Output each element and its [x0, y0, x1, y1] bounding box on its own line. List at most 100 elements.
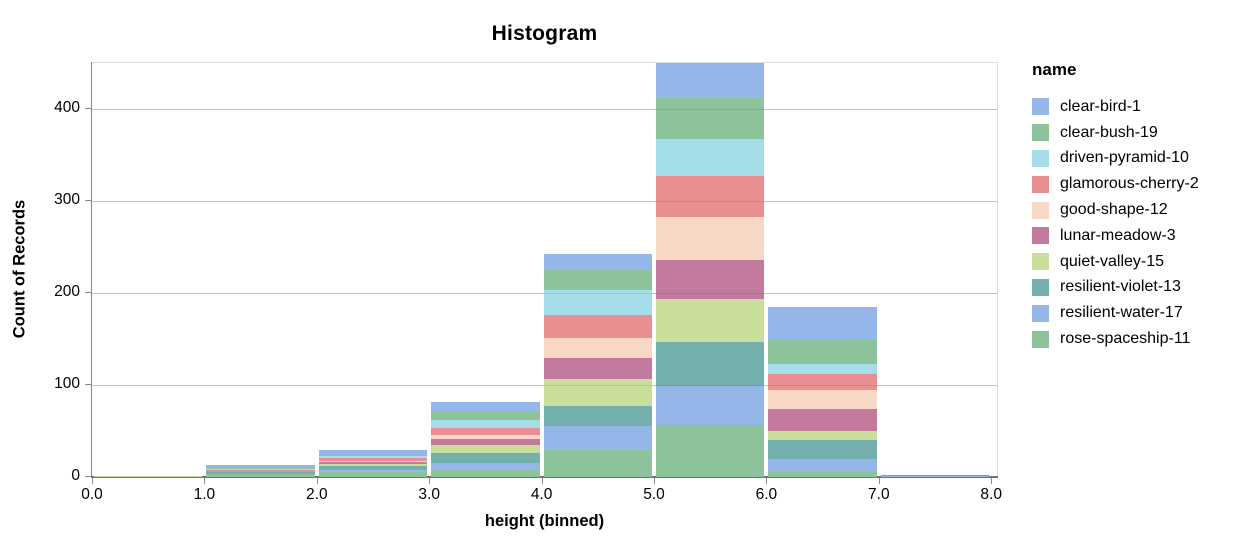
x-tick: [92, 478, 93, 484]
bar-segment-driven-pyramid-10: [318, 455, 428, 458]
bar-segment-resilient-water-17: [768, 458, 877, 473]
legend-swatch-icon: [1032, 227, 1049, 245]
bar-segment-resilient-water-17: [656, 385, 765, 425]
y-tick-label: 0: [71, 467, 80, 484]
bar-segment-glamorous-cherry-2: [431, 428, 540, 435]
legend-items: clear-bird-1 clear-bush-19 driven-pyramid-…: [1032, 94, 1199, 352]
bar-bin-3-4: [431, 401, 540, 477]
x-tick: [654, 478, 655, 484]
x-tick-label: 3.0: [418, 486, 440, 503]
x-tick: [316, 478, 318, 484]
gridline-overlay: [92, 385, 997, 386]
legend-swatch-icon: [1032, 175, 1049, 193]
legend-item-quiet-valley-15: quiet-valley-15: [1032, 249, 1199, 275]
y-tick: [85, 384, 91, 385]
legend: name clear-bird-1 clear-bush-19 driven-pyr…: [1032, 60, 1199, 352]
x-tick-label: 0.0: [81, 486, 103, 503]
x-tick-label: 1.0: [193, 486, 216, 503]
bar-segment-rose-spaceship-11: [206, 474, 315, 477]
x-tick: [204, 478, 206, 484]
bar-segment-glamorous-cherry-2: [543, 315, 652, 339]
bar-segment-glamorous-cherry-2: [206, 469, 315, 472]
y-tick: [85, 292, 91, 293]
x-tick-label: 5.0: [643, 486, 665, 503]
bar-segment-quiet-valley-15: [206, 471, 315, 473]
bar-bin-0-1: [94, 476, 203, 477]
bar-segment-quiet-valley-15: [318, 464, 428, 466]
legend-swatch-icon: [1032, 98, 1049, 116]
legend-label: resilient-violet-13: [1060, 278, 1181, 296]
bar-segment-resilient-violet-13: [206, 472, 315, 475]
legend-label: clear-bush-19: [1060, 123, 1158, 141]
bar-segment-resilient-water-17: [880, 476, 990, 477]
chart-title: Histogram: [491, 22, 598, 45]
x-axis-domain-line: [91, 476, 998, 478]
bar-bin-1-2: [206, 465, 315, 477]
bar-bin-7-8: [880, 475, 990, 477]
bar-segment-rose-spaceship-11: [656, 424, 765, 477]
x-tick: [766, 478, 768, 484]
bar-segment-resilient-water-17: [543, 426, 652, 451]
bar-segment-resilient-violet-13: [431, 453, 540, 464]
legend-label: clear-bird-1: [1060, 97, 1141, 115]
bar-segment-clear-bush-19: [318, 455, 428, 456]
y-tick-label: 100: [54, 375, 80, 392]
bar-segment-glamorous-cherry-2: [656, 176, 765, 217]
legend-item-resilient-water-17: resilient-water-17: [1032, 300, 1199, 326]
bar-segment-rose-spaceship-11: [318, 472, 428, 477]
legend-swatch-icon: [1032, 149, 1049, 167]
bar-segment-quiet-valley-15: [543, 378, 652, 407]
bar-segment-clear-bush-19: [656, 98, 765, 139]
legend-item-rose-spaceship-11: rose-spaceship-11: [1032, 326, 1199, 352]
bar-segment-rose-spaceship-11: [543, 450, 652, 477]
x-tick: [878, 478, 880, 484]
bar-segment-rose-spaceship-11: [431, 469, 540, 477]
bar-bin-2-3: [318, 450, 428, 477]
bar-segment-clear-bush-19: [206, 467, 315, 469]
y-tick-label: 200: [54, 283, 80, 300]
legend-item-clear-bush-19: clear-bush-19: [1032, 120, 1199, 146]
bar-segment-driven-pyramid-10: [431, 420, 540, 429]
legend-label: rose-spaceship-11: [1060, 330, 1191, 348]
x-axis-title: height (binned): [484, 512, 605, 530]
bar-segment-clear-bush-19: [768, 340, 877, 364]
bar-segment-rose-spaceship-11: [768, 472, 877, 477]
bar-segment-resilient-violet-13: [656, 341, 765, 386]
legend-label: glamorous-cherry-2: [1060, 175, 1199, 193]
x-tick: [541, 478, 543, 484]
bar-segment-lunar-meadow-3: [768, 408, 877, 432]
legend-swatch-icon: [1032, 304, 1049, 322]
bar-segment-lunar-meadow-3: [543, 358, 652, 379]
legend-label: driven-pyramid-10: [1060, 149, 1189, 167]
bar-segment-glamorous-cherry-2: [768, 374, 877, 390]
bar-bin-5-6: [656, 63, 765, 477]
x-tick-label: 7.0: [868, 486, 890, 503]
bar-segment-glamorous-cherry-2: [318, 457, 428, 462]
bar-segment-resilient-water-17: [431, 463, 540, 470]
bar-segment-quiet-valley-15: [94, 476, 203, 477]
gridline-overlay: [92, 201, 997, 202]
bar-segment-clear-bird-1: [543, 253, 652, 271]
legend-item-glamorous-cherry-2: glamorous-cherry-2: [1032, 171, 1199, 197]
bar-segment-lunar-meadow-3: [431, 439, 540, 445]
x-tick: [429, 478, 431, 484]
bar-segment-good-shape-12: [656, 216, 765, 260]
gridline-overlay: [92, 109, 997, 110]
gridline: [92, 201, 997, 202]
bar-segment-driven-pyramid-10: [656, 138, 765, 177]
legend-item-good-shape-12: good-shape-12: [1032, 197, 1199, 223]
legend-label: quiet-valley-15: [1060, 252, 1165, 270]
bar-segment-lunar-meadow-3: [880, 475, 990, 477]
bar-segment-clear-bush-19: [431, 411, 540, 421]
bar-segment-driven-pyramid-10: [206, 468, 315, 470]
bar-segment-clear-bird-1: [656, 63, 765, 99]
y-tick: [85, 200, 91, 201]
bar-segment-clear-bush-19: [543, 270, 652, 291]
y-tick: [85, 476, 91, 477]
legend-title: name: [1032, 60, 1077, 79]
legend-label: resilient-water-17: [1060, 304, 1183, 322]
bar-segment-quiet-valley-15: [431, 444, 540, 454]
y-tick-label: 300: [54, 191, 80, 208]
legend-label: good-shape-12: [1060, 201, 1168, 219]
plot-area: [92, 62, 998, 477]
